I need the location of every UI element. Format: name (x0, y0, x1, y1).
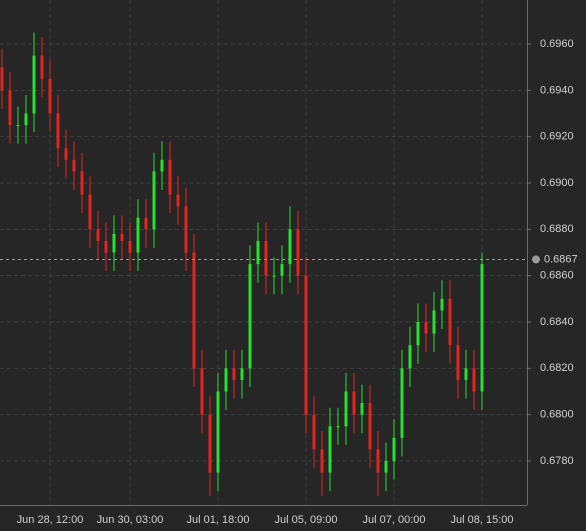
candle-body (0, 67, 4, 91)
candle-body (48, 78, 52, 114)
y-tick-label: 0.6860 (540, 270, 574, 282)
candle-body (8, 90, 12, 126)
candle-body (352, 391, 356, 415)
candle-body (232, 368, 236, 380)
candle-body (96, 229, 100, 241)
candle-body (472, 368, 476, 392)
last-price-dot (532, 255, 540, 264)
x-tick-label: Jun 28, 12:00 (17, 514, 84, 526)
candle-body (32, 55, 36, 114)
candle-body (64, 148, 68, 160)
candle-body (208, 414, 212, 473)
x-tick-label: Jul 08, 15:00 (451, 514, 514, 526)
y-tick-label: 0.6880 (540, 223, 574, 235)
candle-body (248, 264, 252, 369)
candle-body (104, 240, 108, 253)
candle-body (88, 194, 92, 230)
last-price-label: 0.6867 (544, 253, 578, 265)
candle-body (432, 310, 436, 334)
candle-body (440, 298, 444, 311)
candle-body (424, 321, 428, 334)
y-tick-label: 0.6940 (540, 84, 574, 96)
candle-body (456, 345, 460, 380)
y-tick-label: 0.6920 (540, 131, 574, 143)
candle-body (360, 403, 364, 415)
candle-body (400, 368, 404, 438)
candle-body (336, 426, 340, 428)
candle-body (408, 345, 412, 369)
candle-body (288, 229, 292, 265)
candle-body (416, 321, 420, 346)
candle-body (128, 240, 132, 253)
candle-body (320, 449, 324, 473)
candle-body (464, 368, 468, 380)
candle-body (168, 159, 172, 195)
candle-body (272, 275, 276, 277)
candle-body (368, 403, 372, 450)
candle-body (240, 368, 244, 380)
candle-body (112, 233, 116, 253)
candle-body (176, 194, 180, 207)
candle-body (304, 275, 308, 415)
y-tick-label: 0.6960 (540, 38, 574, 50)
candle-body (344, 391, 348, 427)
candle-body (312, 414, 316, 450)
y-tick-label: 0.6780 (540, 455, 574, 467)
candle-body (216, 391, 220, 473)
candle-body (152, 171, 156, 230)
candle-body (376, 449, 380, 473)
candle-body (480, 264, 484, 392)
candle-body (160, 159, 164, 172)
candle-body (24, 113, 28, 126)
candle-body (384, 460, 388, 473)
x-tick-label: Jul 05, 09:00 (275, 514, 338, 526)
candle-body (200, 368, 204, 415)
candle-body (296, 229, 300, 276)
y-tick-label: 0.6900 (540, 177, 574, 189)
candle-body (80, 171, 84, 195)
candle-body (120, 233, 124, 241)
candle-body (256, 240, 260, 265)
candle-body (136, 217, 140, 253)
candle-body (224, 368, 228, 392)
candle-body (328, 426, 332, 473)
candle-body (264, 240, 268, 276)
y-tick-label: 0.6840 (540, 316, 574, 328)
candle-body (40, 55, 44, 79)
candle-body (72, 159, 76, 172)
candle-body (280, 264, 284, 276)
x-tick-label: Jul 01, 18:00 (187, 514, 250, 526)
x-tick-label: Jul 07, 00:00 (363, 514, 426, 526)
x-tick-label: Jun 30, 03:00 (97, 514, 164, 526)
y-tick-label: 0.6820 (540, 362, 574, 374)
candle-body (192, 252, 196, 369)
candle-body (392, 437, 396, 461)
candle-body (144, 217, 148, 230)
candle-body (16, 125, 20, 127)
candle-body (56, 113, 60, 149)
candle-body (184, 206, 188, 253)
candle-body (448, 298, 452, 346)
y-tick-label: 0.6800 (540, 409, 574, 421)
